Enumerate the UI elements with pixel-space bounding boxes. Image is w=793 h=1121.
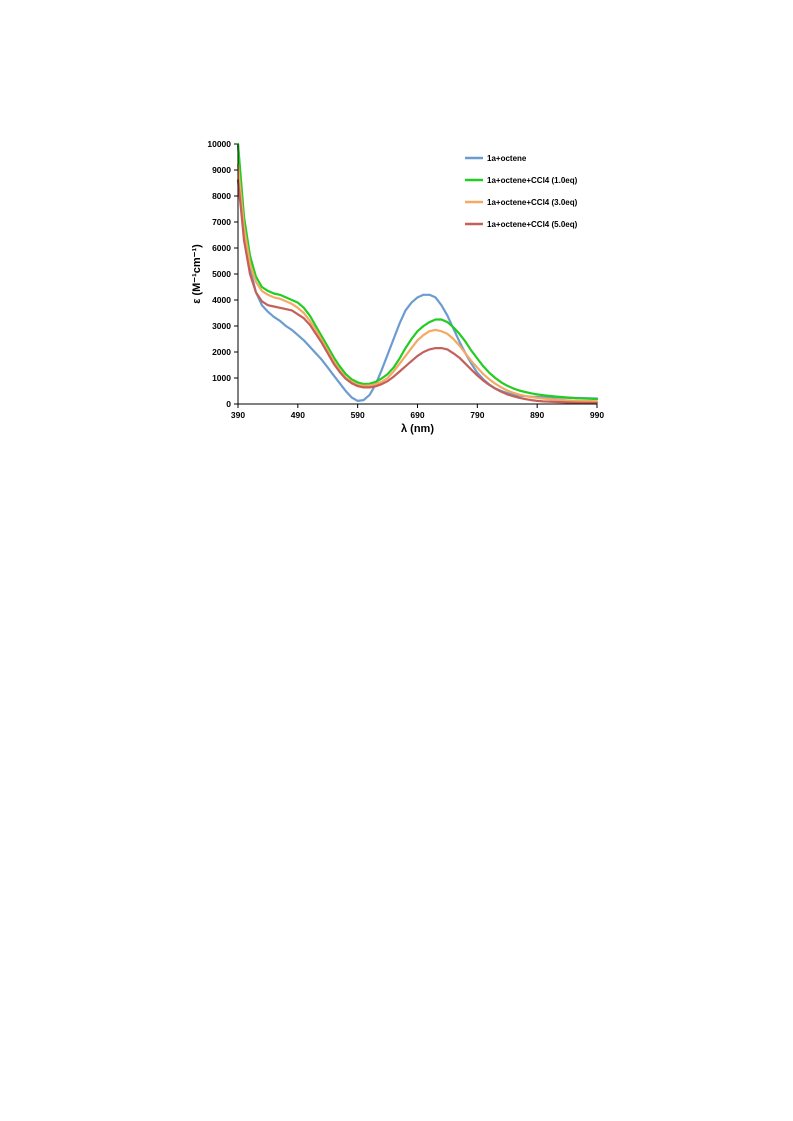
y-tick-label: 10000	[207, 139, 231, 149]
y-tick-label: 9000	[212, 165, 231, 175]
y-tick-label: 8000	[212, 191, 231, 201]
legend-label: 1a+octene+CCl4 (1.0eq)	[487, 176, 578, 185]
y-tick-label: 5000	[212, 269, 231, 279]
chart-legend: 1a+octene 1a+octene+CCl4 (1.0eq) 1a+octene…	[465, 154, 578, 229]
legend-label: 1a+octene+CCl4 (5.0eq)	[487, 220, 578, 229]
legend-label: 1a+octene+CCl4 (3.0eq)	[487, 198, 578, 207]
x-tick-label: 590	[351, 410, 365, 420]
series-line	[236, 179, 599, 405]
y-tick-label: 2000	[212, 347, 231, 357]
y-tick-label: 3000	[212, 321, 231, 331]
x-tick-label: 790	[470, 410, 484, 420]
y-tick-label: 6000	[212, 243, 231, 253]
y-tick-label: 4000	[212, 295, 231, 305]
legend-label: 1a+octene	[487, 154, 527, 163]
plot-lines	[236, 142, 599, 405]
x-axis-ticks: 390 490 590 690 790 890 990	[231, 404, 604, 420]
series-line	[236, 163, 599, 403]
series-line	[236, 142, 599, 401]
y-tick-label: 7000	[212, 217, 231, 227]
x-axis-title: λ (nm)	[401, 423, 434, 435]
x-tick-label: 990	[590, 410, 604, 420]
x-tick-label: 490	[291, 410, 305, 420]
x-tick-label: 690	[410, 410, 424, 420]
y-axis-ticks: 0 1000 2000 3000 4000 5000 6000 7000 8000 9000 100…	[207, 139, 238, 409]
x-tick-label: 890	[530, 410, 544, 420]
y-axis-title: ε (M⁻¹cm⁻¹)	[191, 244, 203, 304]
y-tick-label: 1000	[212, 373, 231, 383]
x-tick-label: 390	[231, 410, 245, 420]
series-line	[236, 142, 599, 402]
y-tick-label: 0	[226, 399, 231, 409]
